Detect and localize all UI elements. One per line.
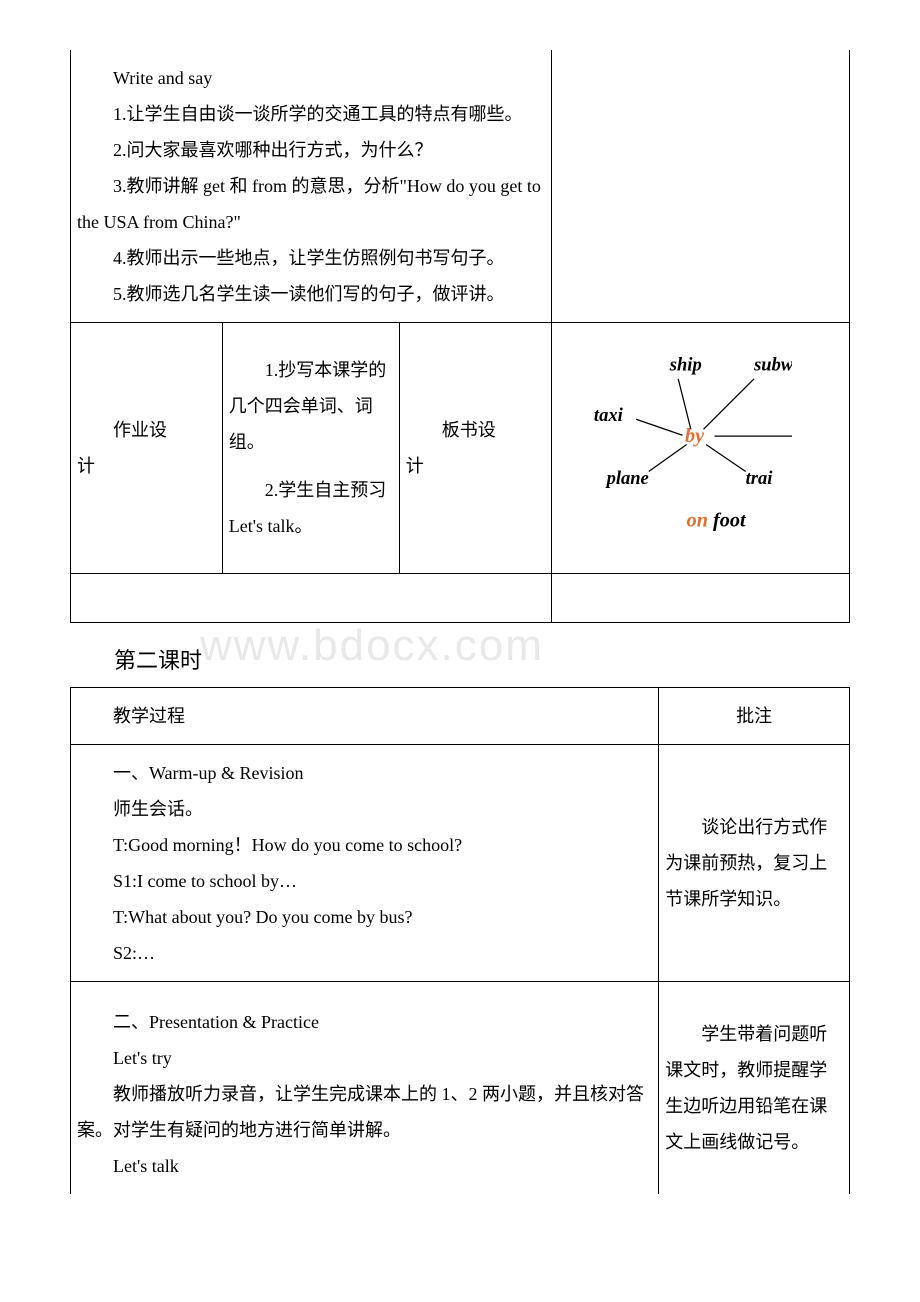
- label-line: 计: [406, 448, 545, 484]
- table-row: 二、Presentation & Practice Let's try 教师播放…: [71, 982, 850, 1195]
- paragraph: 师生会话。: [77, 791, 652, 827]
- transport-diagram: ship subw taxi plane trai by on foot: [556, 327, 792, 557]
- paragraph: 5.教师选几名学生读一读他们写的句子，做评讲。: [77, 276, 545, 312]
- svg-text:taxi: taxi: [593, 405, 623, 426]
- write-say-cell: Write and say 1.让学生自由谈一谈所学的交通工具的特点有哪些。 2…: [71, 50, 552, 323]
- paragraph: S1:I come to school by…: [77, 863, 652, 899]
- paragraph: Let's talk: [77, 1148, 652, 1184]
- paragraph: 二、Presentation & Practice: [77, 1004, 652, 1040]
- homework-label-cell: 作业设 计: [71, 323, 223, 574]
- paragraph: 4.教师出示一些地点，让学生仿照例句书写句子。: [77, 240, 545, 276]
- board-diagram-cell: ship subw taxi plane trai by on foot: [551, 323, 849, 574]
- svg-text:on foot: on foot: [686, 509, 746, 531]
- paragraph: 1.抄写本课学的几个四会单词、词组。: [229, 352, 393, 460]
- paragraph: T:What about you? Do you come by bus?: [77, 899, 652, 935]
- table-row: 一、Warm-up & Revision 师生会话。 T:Good mornin…: [71, 745, 850, 982]
- svg-text:trai: trai: [745, 468, 773, 489]
- paragraph: 一、Warm-up & Revision: [77, 755, 652, 791]
- lesson-table-2: 教学过程 批注 一、Warm-up & Revision 师生会话。 T:Goo…: [70, 687, 850, 1194]
- presentation-cell: 二、Presentation & Practice Let's try 教师播放…: [71, 982, 659, 1195]
- header-process: 教学过程: [71, 688, 659, 745]
- paragraph: S2:…: [77, 935, 652, 971]
- warmup-note-cell: 谈论出行方式作为课前预热，复习上节课所学知识。: [659, 745, 850, 982]
- svg-text:subw: subw: [753, 354, 792, 375]
- paragraph: 2.问大家最喜欢哪种出行方式，为什么？: [77, 132, 545, 168]
- empty-cell: [551, 574, 849, 623]
- paragraph: 3.教师讲解 get 和 from 的意思，分析"How do you get …: [77, 168, 545, 240]
- board-label-cell: 板书设 计: [399, 323, 551, 574]
- note-text: 学生带着问题听课文时，教师提醒学生边听边用铅笔在课文上画线做记号。: [665, 1016, 843, 1160]
- paragraph: Write and say: [77, 60, 545, 96]
- lesson-table-1: Write and say 1.让学生自由谈一谈所学的交通工具的特点有哪些。 2…: [70, 50, 850, 623]
- paragraph: 教师播放听力录音，让学生完成课本上的 1、2 两小题，并且核对答案。对学生有疑问…: [77, 1076, 652, 1148]
- note-text: 谈论出行方式作为课前预热，复习上节课所学知识。: [665, 809, 843, 917]
- label-line: 计: [77, 448, 216, 484]
- svg-text:by: by: [684, 425, 704, 447]
- label-line: 作业设: [77, 412, 216, 448]
- paragraph: Let's try: [77, 1040, 652, 1076]
- svg-text:ship: ship: [668, 354, 701, 375]
- section-heading: 第二课时: [70, 643, 850, 675]
- empty-cell: [551, 50, 849, 323]
- svg-text:plane: plane: [604, 468, 648, 489]
- empty-cell: [71, 574, 552, 623]
- table-row: [71, 574, 850, 623]
- paragraph: 1.让学生自由谈一谈所学的交通工具的特点有哪些。: [77, 96, 545, 132]
- paragraph: T:Good morning！How do you come to school…: [77, 827, 652, 863]
- paragraph: 2.学生自主预习Let's talk。: [229, 472, 393, 544]
- table-row: 教学过程 批注: [71, 688, 850, 745]
- header-notes: 批注: [659, 688, 850, 745]
- homework-content-cell: 1.抄写本课学的几个四会单词、词组。 2.学生自主预习Let's talk。: [222, 323, 399, 574]
- warmup-cell: 一、Warm-up & Revision 师生会话。 T:Good mornin…: [71, 745, 659, 982]
- label-line: 板书设: [406, 412, 545, 448]
- table-row: 作业设 计 1.抄写本课学的几个四会单词、词组。 2.学生自主预习Let's t…: [71, 323, 850, 574]
- table-row: Write and say 1.让学生自由谈一谈所学的交通工具的特点有哪些。 2…: [71, 50, 850, 323]
- presentation-note-cell: 学生带着问题听课文时，教师提醒学生边听边用铅笔在课文上画线做记号。: [659, 982, 850, 1195]
